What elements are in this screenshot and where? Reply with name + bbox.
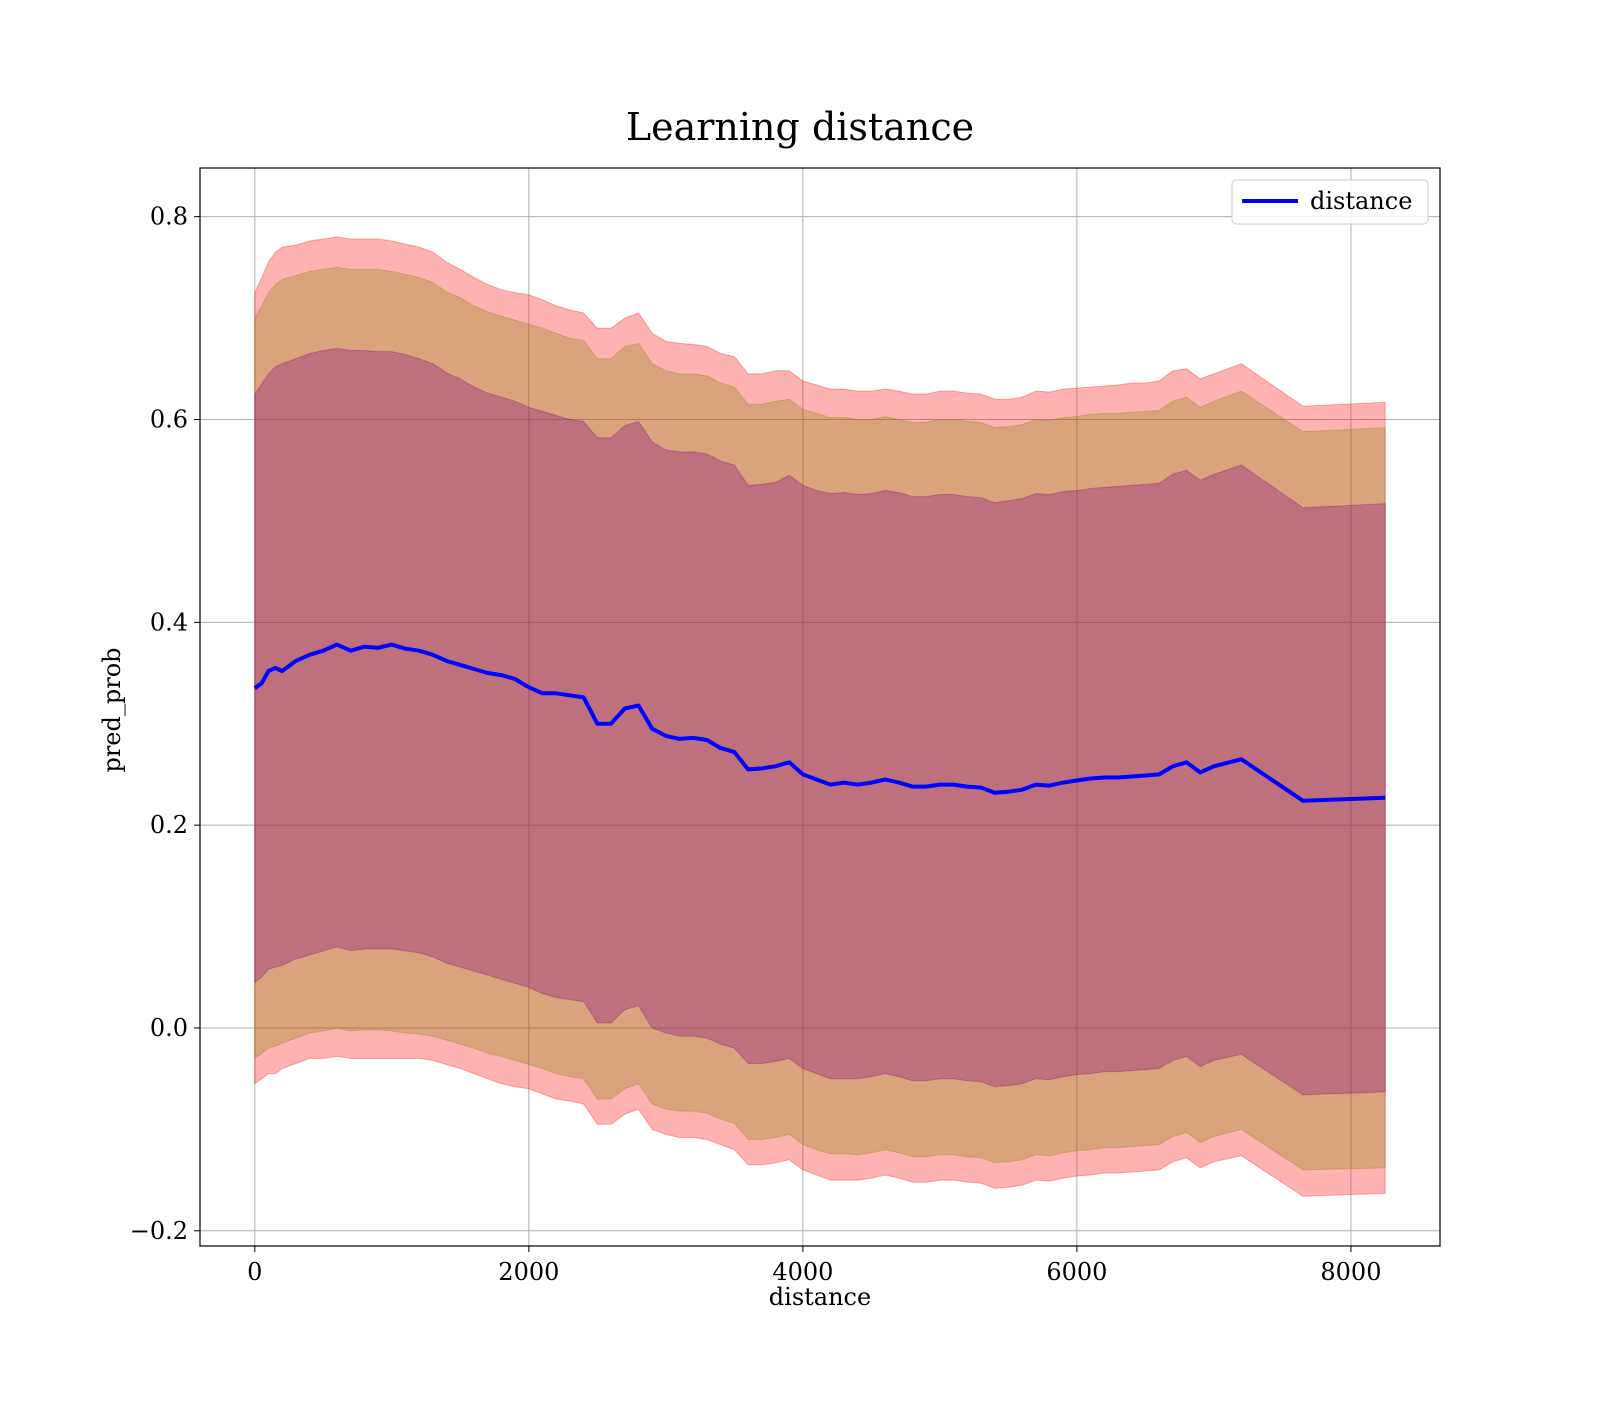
y-axis-label: pred_prob (98, 647, 126, 772)
x-tick-label: 6000 (1046, 1258, 1107, 1286)
legend-box (1231, 179, 1429, 225)
series-line-distance (253, 642, 1386, 803)
x-tick-label: 8000 (1320, 1258, 1381, 1286)
plot-area-frame (199, 167, 1441, 1247)
middle-band (254, 266, 1386, 1171)
legend: distance (1231, 179, 1429, 225)
y-tick-label: 0.6 (150, 405, 188, 433)
x-tick-label: 2000 (498, 1258, 559, 1286)
legend-label-distance: distance (1310, 187, 1412, 215)
confidence-bands (254, 236, 1386, 1197)
y-tick-label: 0.2 (150, 811, 188, 839)
y-tick-label: −0.2 (130, 1217, 188, 1245)
y-axis-ticks: −0.2 0.0 0.2 0.4 0.6 0.8 (130, 203, 200, 1245)
y-tick-label: 0.4 (150, 608, 188, 636)
y-tick-label: 0.8 (150, 203, 188, 231)
x-tick-label: 0 (247, 1258, 262, 1286)
x-axis-label: distance (769, 1283, 871, 1311)
inner-band (254, 347, 1386, 1096)
outer-band (254, 236, 1386, 1197)
x-tick-label: 4000 (772, 1258, 833, 1286)
y-tick-label: 0.0 (150, 1014, 188, 1042)
x-axis-ticks: 0 2000 4000 6000 8000 (247, 1246, 1381, 1286)
series-lines (253, 642, 1386, 803)
chart-title: Learning distance (626, 105, 974, 149)
